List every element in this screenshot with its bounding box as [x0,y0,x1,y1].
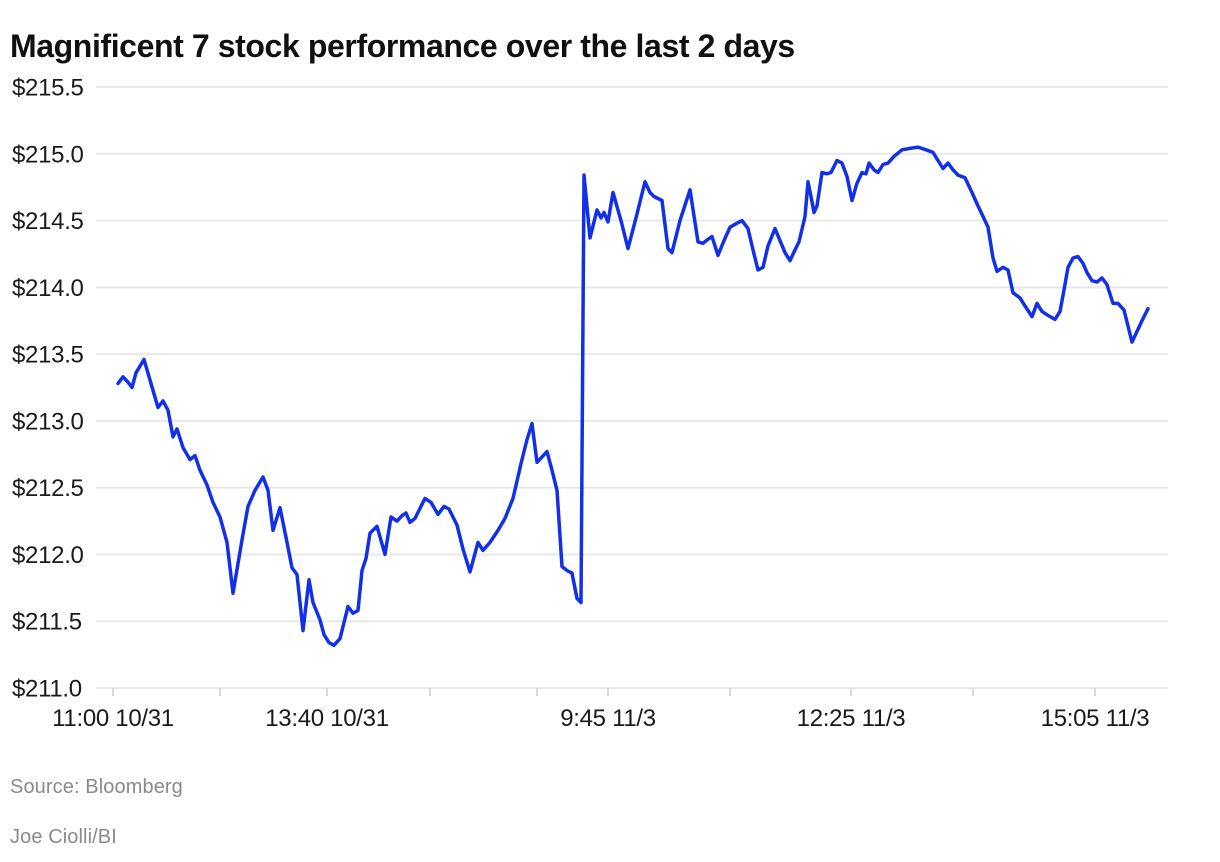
price-line [116,145,1150,648]
y-tick-label: $214.0 [12,275,84,302]
y-tick-label: $213.5 [12,342,84,369]
y-tick-label: $211.0 [12,676,82,703]
y-gridlines [96,86,1168,689]
y-tick-label: $211.5 [12,609,82,636]
y-tick-label: $215.5 [12,75,84,102]
price-chart: $215.5 $215.0 $214.5 $214.0 $213.5 $213.0 $212… [12,75,1168,732]
y-axis-labels: $215.5 $215.0 $214.5 $214.0 $213.5 $213.0 $212… [12,75,84,703]
x-tick-label: 9:45 11/3 [560,705,656,732]
x-tick-label: 11:00 10/31 [52,705,174,732]
y-tick-label: $213.0 [12,408,84,435]
y-tick-label: $214.5 [12,208,84,235]
x-axis-ticks [112,688,1096,696]
chart-title: Magnificent 7 stock performance over the… [10,28,795,65]
x-tick-label: 13:40 10/31 [265,705,389,732]
y-tick-label: $215.0 [12,141,84,168]
y-tick-label: $212.0 [12,542,84,569]
source-credit: Source: Bloomberg [10,776,183,798]
x-tick-label: 12:25 11/3 [797,705,906,732]
x-tick-label: 15:05 11/3 [1041,705,1150,732]
x-axis-labels: 11:00 10/31 13:40 10/31 9:45 11/3 12:25 11/… [52,705,1149,732]
y-tick-label: $212.5 [12,475,84,502]
author-byline: Joe Ciolli/BI [10,826,117,848]
